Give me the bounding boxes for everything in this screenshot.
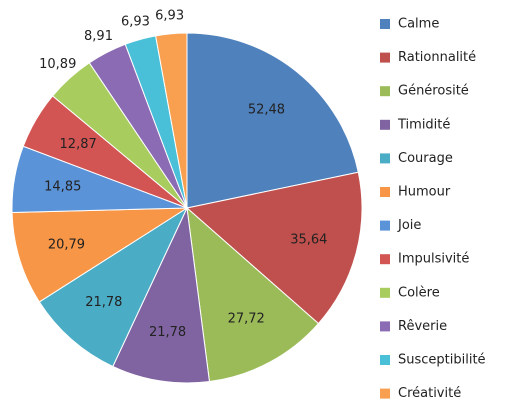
legend-swatch: [380, 388, 390, 399]
pie-slice: [185, 171, 363, 325]
legend-swatch: [380, 19, 390, 29]
data-label: 52,48: [248, 103, 285, 118]
legend-swatch: [380, 321, 390, 332]
legend-label: Susceptibilité: [398, 353, 486, 368]
legend-swatch: [380, 86, 390, 97]
legend-swatch: [380, 52, 390, 63]
pie-slice: [186, 32, 359, 209]
legend-swatch: [380, 220, 390, 231]
legend-label: Créativité: [398, 386, 461, 401]
legend-label: Joie: [397, 218, 421, 233]
data-label: 27,72: [228, 312, 265, 327]
legend-label: Rationnalité: [398, 50, 476, 65]
legend-swatch: [380, 119, 390, 130]
pie-slice: [112, 206, 211, 384]
legend-swatch: [380, 254, 390, 265]
pie-slice: [11, 207, 189, 303]
pie-slice: [155, 32, 188, 209]
legend-swatch: [380, 287, 390, 298]
legend-swatch: [380, 355, 390, 365]
data-label: 14,85: [44, 180, 81, 195]
data-label: 6,93: [155, 8, 184, 23]
legend-label: Impulsivité: [398, 252, 469, 267]
data-label: 21,78: [85, 295, 122, 310]
legend-label: Calme: [398, 17, 439, 32]
legend-label: Générosité: [398, 84, 469, 99]
legend-label: Humour: [398, 185, 451, 200]
data-label: 12,87: [60, 137, 97, 152]
data-label: 20,79: [48, 237, 85, 252]
data-label: 21,78: [149, 325, 186, 340]
legend-label: Colère: [398, 285, 440, 300]
legend-swatch: [380, 187, 390, 197]
data-label: 10,89: [39, 57, 76, 72]
data-label: 8,91: [84, 29, 113, 44]
pie-slice: [186, 206, 320, 383]
legend-label: Courage: [398, 151, 453, 166]
data-label: 35,64: [290, 233, 327, 248]
legend-label: Rêverie: [398, 319, 447, 334]
data-label: 6,93: [121, 15, 150, 30]
legend-label: Timidité: [397, 117, 450, 132]
legend-swatch: [380, 153, 390, 164]
pie-slice: [38, 206, 189, 368]
